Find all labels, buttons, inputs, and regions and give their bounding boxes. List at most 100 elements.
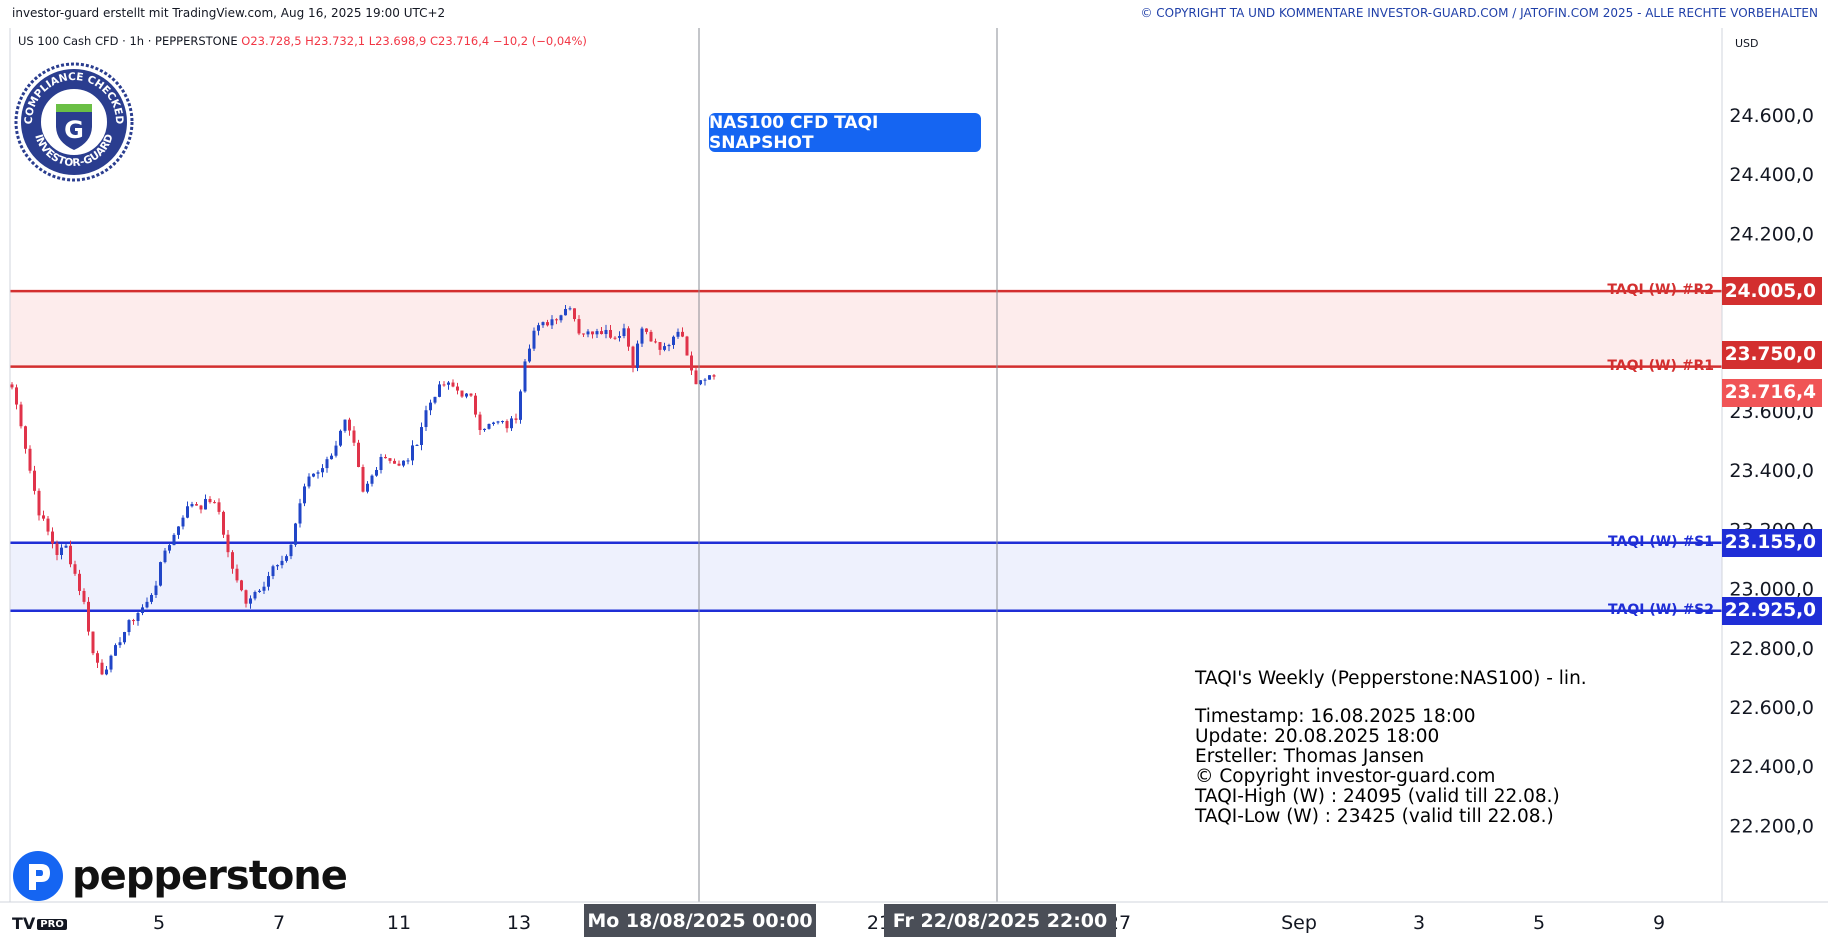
candle[interactable] (132, 618, 135, 625)
candle[interactable] (676, 328, 680, 339)
candle[interactable] (154, 580, 158, 599)
candle[interactable] (447, 380, 450, 390)
candle[interactable] (694, 366, 698, 385)
candle[interactable] (37, 488, 41, 521)
candle[interactable] (82, 588, 86, 605)
candle[interactable] (654, 338, 657, 344)
candle[interactable] (402, 460, 405, 468)
candle[interactable] (123, 631, 126, 645)
candle[interactable] (334, 440, 338, 458)
candle[interactable] (492, 421, 495, 426)
candle[interactable] (127, 619, 131, 636)
candle[interactable] (145, 597, 149, 609)
candle[interactable] (460, 390, 464, 398)
candle[interactable] (87, 597, 90, 636)
candle[interactable] (316, 470, 320, 479)
candle[interactable] (181, 515, 185, 530)
candle[interactable] (42, 510, 45, 521)
candle[interactable] (118, 637, 122, 648)
candle[interactable] (663, 342, 666, 352)
candle[interactable] (478, 411, 482, 436)
candle[interactable] (595, 328, 599, 339)
candle[interactable] (100, 659, 104, 676)
candle[interactable] (429, 399, 432, 416)
candle[interactable] (703, 378, 707, 386)
candle[interactable] (163, 548, 167, 564)
candle[interactable] (186, 501, 189, 519)
candle[interactable] (307, 473, 311, 489)
candle[interactable] (649, 329, 653, 342)
candle[interactable] (640, 326, 644, 347)
candle[interactable] (541, 321, 545, 328)
candle[interactable] (168, 542, 171, 554)
candle[interactable] (636, 340, 639, 372)
candle[interactable] (78, 569, 81, 596)
candle[interactable] (528, 344, 531, 363)
candle[interactable] (105, 665, 108, 676)
candle[interactable] (276, 564, 279, 571)
candle[interactable] (622, 323, 626, 339)
candle[interactable] (73, 560, 77, 576)
candle[interactable] (285, 554, 288, 563)
candle[interactable] (366, 481, 369, 494)
candle[interactable] (577, 315, 581, 336)
candle[interactable] (361, 464, 365, 493)
candle[interactable] (474, 392, 477, 418)
candle[interactable] (519, 389, 522, 424)
candle[interactable] (109, 654, 113, 673)
candle[interactable] (348, 417, 351, 436)
candle[interactable] (379, 453, 383, 474)
candle[interactable] (523, 358, 527, 393)
candle[interactable] (397, 460, 401, 467)
candle[interactable] (393, 458, 396, 464)
candle[interactable] (204, 494, 207, 510)
candle[interactable] (451, 379, 455, 388)
candle[interactable] (240, 579, 243, 592)
candle[interactable] (271, 564, 275, 580)
candle[interactable] (582, 333, 585, 338)
candle[interactable] (532, 327, 536, 351)
candle[interactable] (69, 540, 72, 568)
candle[interactable] (321, 464, 324, 478)
candle[interactable] (550, 315, 554, 330)
candle[interactable] (600, 327, 603, 335)
candle[interactable] (28, 445, 32, 474)
candle[interactable] (411, 440, 414, 466)
symbol-legend[interactable]: US 100 Cash CFD · 1h · PEPPERSTONE O23.7… (18, 34, 587, 48)
candle[interactable] (51, 527, 54, 549)
candle[interactable] (235, 564, 239, 583)
candle[interactable] (438, 381, 441, 398)
candle[interactable] (456, 382, 459, 395)
candle[interactable] (604, 324, 608, 339)
candle[interactable] (420, 422, 423, 451)
candle[interactable] (658, 342, 662, 356)
candle[interactable] (244, 589, 248, 608)
candle[interactable] (699, 380, 702, 386)
candle[interactable] (685, 335, 689, 356)
candle[interactable] (424, 405, 428, 432)
candle[interactable] (568, 306, 572, 311)
candle[interactable] (510, 415, 513, 431)
candle[interactable] (672, 335, 675, 349)
candle[interactable] (586, 329, 590, 338)
candle[interactable] (712, 373, 716, 380)
candle[interactable] (141, 604, 144, 616)
candle[interactable] (370, 474, 374, 487)
candle[interactable] (213, 500, 216, 504)
candle[interactable] (618, 331, 621, 342)
candle[interactable] (222, 510, 225, 539)
tradingview-logo[interactable]: TV PRO (12, 914, 67, 933)
candle[interactable] (312, 473, 315, 478)
candle[interactable] (546, 319, 549, 327)
candle[interactable] (253, 590, 257, 601)
candle[interactable] (483, 428, 486, 432)
candle[interactable] (469, 393, 473, 398)
candle[interactable] (406, 458, 410, 465)
candle[interactable] (195, 501, 198, 506)
candle[interactable] (564, 304, 567, 316)
candle[interactable] (555, 318, 558, 325)
candle[interactable] (114, 643, 117, 656)
candle[interactable] (217, 498, 221, 515)
candle[interactable] (60, 544, 63, 560)
candle[interactable] (667, 343, 671, 352)
